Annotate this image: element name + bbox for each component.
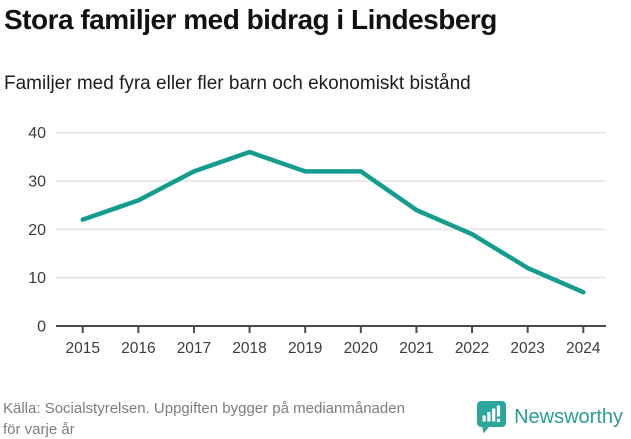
x-tick-label: 2021 [399, 340, 433, 357]
x-tick-label: 2020 [344, 340, 379, 357]
x-tick-label: 2018 [232, 340, 266, 357]
data-line-series [80, 149, 586, 295]
chart-subtitle: Familjer med fyra eller fler barn och ek… [4, 73, 471, 94]
newsworthy-logo-icon [477, 401, 507, 434]
y-tick-label: 0 [37, 319, 46, 336]
logo-exclamation-dot [496, 418, 501, 422]
x-tick-label: 2019 [288, 340, 322, 357]
x-tick-label: 2016 [121, 340, 155, 357]
page-title: Stora familjer med bidrag i Lindesberg [4, 4, 497, 35]
source-note: Källa: Socialstyrelsen. Uppgiften bygger… [3, 398, 473, 439]
logo-bar-1 [482, 415, 486, 422]
line-chart: 0 10 20 30 40 2015 2016 2017 2018 2019 2020 2021 202… [28, 125, 606, 357]
logo-exclamation-bar [496, 405, 501, 417]
source-line-2: för varje år [3, 421, 75, 438]
y-tick-label: 10 [28, 270, 46, 287]
newsworthy-wordmark: Newsworthy [514, 405, 623, 428]
x-tick-label: 2023 [510, 340, 544, 357]
newsworthy-brand: Newsworthy [476, 400, 623, 434]
y-tick-label: 40 [28, 125, 46, 142]
x-tick-label: 2015 [65, 340, 99, 357]
y-tick-label: 20 [28, 222, 46, 239]
source-line-1: Källa: Socialstyrelsen. Uppgiften bygger… [3, 400, 405, 417]
x-tick-label: 2024 [566, 340, 601, 357]
x-tick-label: 2022 [455, 340, 489, 357]
logo-bar-3 [492, 408, 496, 422]
logo-bar-2 [487, 412, 491, 422]
x-tick-label: 2017 [177, 340, 211, 357]
y-tick-label: 30 [28, 174, 46, 191]
